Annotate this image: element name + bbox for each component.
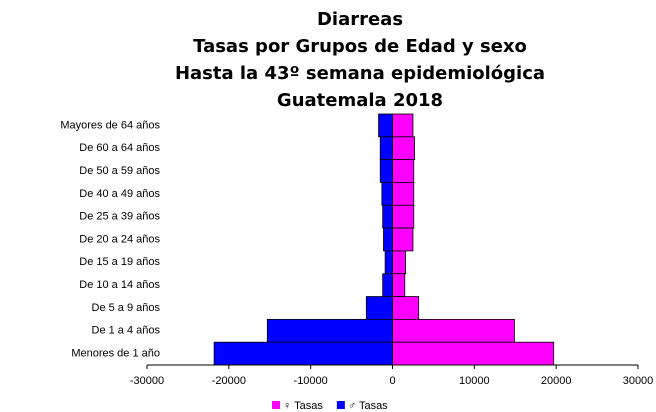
bar bbox=[378, 113, 393, 138]
y-tick-label: De 1 a 4 años bbox=[92, 325, 161, 337]
chart-title: Guatemala 2018 bbox=[277, 90, 443, 111]
chart-title: Hasta la 43º semana epidemiológica bbox=[175, 63, 545, 84]
bar bbox=[392, 182, 415, 206]
bar bbox=[384, 250, 393, 275]
bar bbox=[392, 296, 420, 320]
bar bbox=[266, 318, 393, 343]
bar bbox=[379, 159, 393, 183]
bar bbox=[392, 273, 406, 297]
y-tick-label: De 5 a 9 años bbox=[92, 302, 161, 314]
y-tick-label: De 50 a 59 años bbox=[79, 165, 160, 177]
y-tick-label: De 10 a 14 años bbox=[79, 279, 160, 291]
bar bbox=[392, 227, 414, 252]
legend-swatch bbox=[336, 401, 345, 409]
chart-title: Tasas por Grupos de Edad y sexo bbox=[193, 36, 527, 57]
bar bbox=[392, 250, 406, 275]
y-tick-label: De 15 a 19 años bbox=[79, 256, 160, 268]
bar bbox=[392, 318, 515, 343]
bar bbox=[213, 341, 393, 366]
x-tick-label: -20000 bbox=[212, 375, 246, 387]
y-tick-label: De 25 a 39 años bbox=[79, 211, 160, 223]
legend-label: ♂ Tasas bbox=[348, 400, 388, 412]
y-tick-label: De 60 a 64 años bbox=[79, 142, 160, 154]
bar bbox=[381, 182, 393, 206]
bar bbox=[392, 204, 415, 229]
legend-label: ♀ Tasas bbox=[283, 400, 323, 412]
x-tick-label: -10000 bbox=[294, 375, 328, 387]
y-tick-label: De 20 a 24 años bbox=[79, 233, 160, 245]
y-tick-label: Mayores de 64 años bbox=[60, 119, 160, 131]
x-tick-label: 0 bbox=[389, 375, 395, 387]
legend-swatch bbox=[272, 401, 280, 409]
bar bbox=[379, 136, 393, 161]
bar bbox=[382, 273, 393, 297]
bar bbox=[392, 113, 414, 138]
y-tick-label: Menores de 1 año bbox=[71, 347, 160, 359]
bar bbox=[383, 227, 393, 252]
x-tick-label: 20000 bbox=[541, 375, 572, 387]
bar bbox=[365, 296, 393, 320]
bar bbox=[392, 136, 415, 161]
bar bbox=[392, 341, 555, 366]
x-tick-label: 10000 bbox=[459, 375, 490, 387]
chart-title: Diarreas bbox=[317, 9, 403, 30]
bar bbox=[382, 204, 393, 229]
y-tick-label: De 40 a 49 años bbox=[79, 188, 160, 200]
x-tick-label: -30000 bbox=[130, 375, 164, 387]
x-tick-label: 30000 bbox=[623, 375, 654, 387]
bar bbox=[392, 159, 415, 183]
